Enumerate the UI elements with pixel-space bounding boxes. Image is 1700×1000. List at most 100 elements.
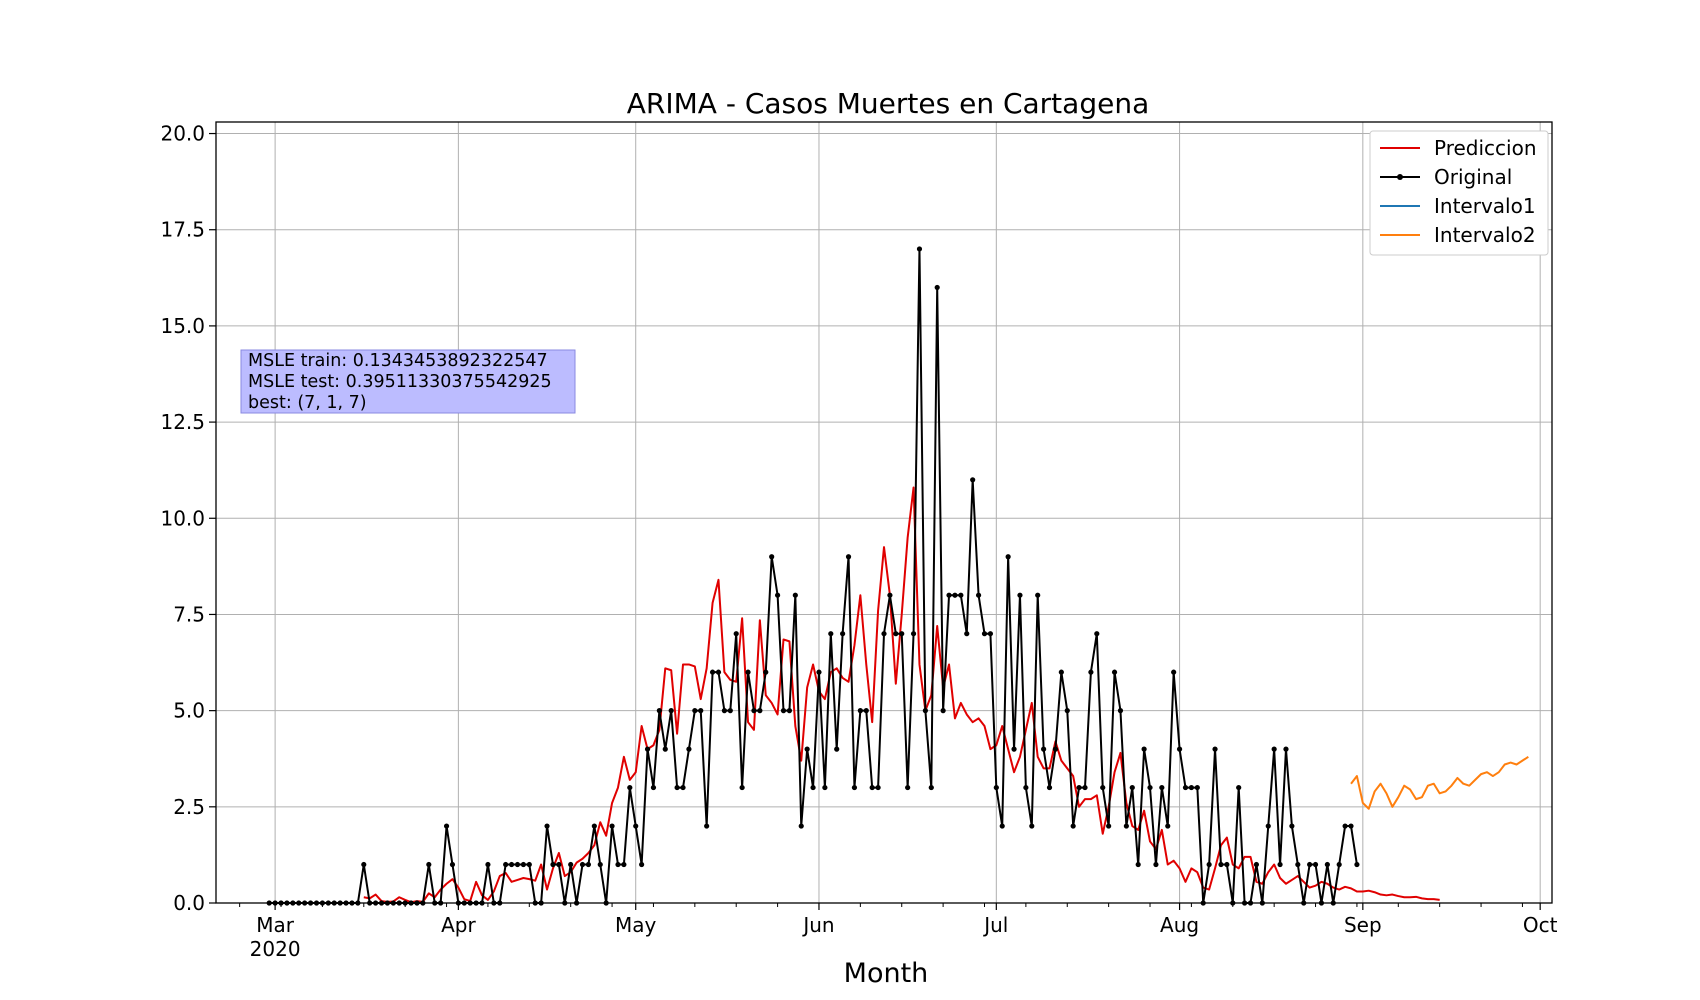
data-point-original: [993, 784, 999, 791]
data-point-original: [1354, 861, 1360, 868]
data-point-original: [863, 708, 869, 714]
data-point-original: [1064, 708, 1070, 714]
data-point-original: [674, 784, 680, 791]
x-tick-label: Jun: [801, 913, 834, 937]
data-point-original: [981, 631, 988, 637]
data-point-original: [627, 784, 633, 791]
data-point-original: [910, 631, 917, 637]
x-tick-label: Jul: [982, 913, 1008, 937]
data-point-original: [757, 708, 763, 714]
data-point-original: [1141, 746, 1147, 752]
data-point-original: [1265, 823, 1271, 829]
y-tick-label: 17.5: [160, 218, 205, 242]
data-point-original: [1153, 861, 1159, 868]
data-point-original: [668, 708, 674, 714]
data-point-original: [621, 861, 627, 868]
x-tick-year-label: 2020: [250, 937, 301, 961]
data-point-original: [999, 823, 1005, 829]
data-point-original: [644, 746, 651, 752]
data-point-original: [975, 592, 982, 598]
data-point-original: [952, 592, 958, 598]
y-tick-label: 5.0: [173, 699, 205, 723]
data-point-original: [514, 861, 521, 868]
gridlines: [216, 122, 1552, 904]
data-point-original: [1082, 784, 1088, 791]
data-point-original: [1046, 784, 1053, 791]
data-point-original: [662, 746, 668, 752]
data-point-original: [875, 784, 881, 791]
axes-frame: [215, 121, 1553, 904]
data-point-original: [1336, 861, 1342, 868]
data-point-original: [656, 708, 662, 714]
annotation-line-best: best: (7, 1, 7): [248, 393, 367, 413]
data-point-original: [680, 784, 686, 791]
data-point-original: [1253, 861, 1260, 868]
x-tick-label: Aug: [1160, 913, 1199, 937]
legend-marker-original: [1397, 174, 1403, 180]
axes-border: [215, 121, 1553, 904]
data-point-original: [704, 823, 710, 829]
data-point-original: [727, 708, 733, 714]
data-point-original: [1324, 861, 1330, 868]
data-point-original: [692, 708, 698, 714]
annotation-background: [240, 349, 576, 414]
data-point-original: [1295, 861, 1301, 868]
data-point-original: [869, 784, 875, 791]
data-point-original: [597, 861, 603, 868]
data-point-original: [739, 784, 745, 791]
data-point-original: [751, 708, 757, 714]
data-point-original: [633, 823, 639, 829]
data-point-original: [503, 861, 509, 868]
data-point-original: [810, 784, 816, 791]
data-point-original: [1165, 823, 1171, 829]
data-point-original: [639, 861, 645, 868]
annotation-line-test: MSLE test: 0.39511330375542925: [248, 372, 552, 392]
data-point-original: [579, 861, 586, 868]
x-axis-label: Month: [844, 958, 929, 989]
data-point-original: [1129, 784, 1135, 791]
data-point-original: [1094, 631, 1100, 637]
data-point-original: [544, 823, 550, 829]
y-tick-label: 15.0: [160, 314, 205, 338]
data-point-original: [834, 746, 840, 752]
data-point-original: [857, 708, 863, 714]
annotation-line-train: MSLE train: 0.1343453892322547: [248, 351, 548, 371]
data-point-original: [1236, 784, 1242, 791]
x-tick-label: Apr: [441, 913, 476, 937]
data-point-original: [1135, 861, 1141, 868]
data-point-original: [769, 554, 775, 560]
data-point-original: [609, 823, 615, 829]
data-point-original: [1111, 669, 1118, 675]
data-point-original: [1212, 746, 1218, 752]
data-point-original: [1011, 746, 1017, 752]
data-point-original: [1147, 784, 1153, 791]
data-point-original: [508, 861, 515, 868]
data-point-original: [774, 592, 781, 598]
data-point-original: [887, 592, 893, 598]
data-point-original: [828, 631, 834, 637]
plot-area: [266, 246, 1529, 906]
data-point-original: [585, 861, 592, 868]
data-point-original: [905, 784, 911, 791]
data-point-original: [721, 708, 727, 714]
x-tick-label: Mar: [256, 913, 295, 937]
metrics-annotation: MSLE train: 0.1343453892322547 MSLE test…: [240, 349, 576, 414]
y-tick-label: 0.0: [173, 891, 205, 915]
legend: Prediccion Original Intervalo1 Intervalo…: [1369, 130, 1549, 256]
data-point-original: [763, 669, 769, 675]
data-point-original: [1017, 592, 1023, 598]
y-tick-label: 7.5: [173, 602, 205, 626]
data-point-original: [520, 861, 527, 868]
data-point-original: [798, 823, 804, 829]
data-point-original: [1194, 784, 1200, 791]
y-tick-label: 2.5: [173, 795, 205, 819]
legend-label-intervalo1: Intervalo1: [1434, 194, 1536, 218]
data-point-original: [845, 554, 852, 560]
data-point-original: [1088, 669, 1094, 675]
data-point-original: [916, 246, 923, 252]
y-axis: 0.0 2.5 5.0 7.5 10.0 12.5 15.0 17.5 20.0: [160, 122, 216, 915]
data-point-original: [550, 861, 556, 868]
data-point-original: [804, 746, 810, 752]
